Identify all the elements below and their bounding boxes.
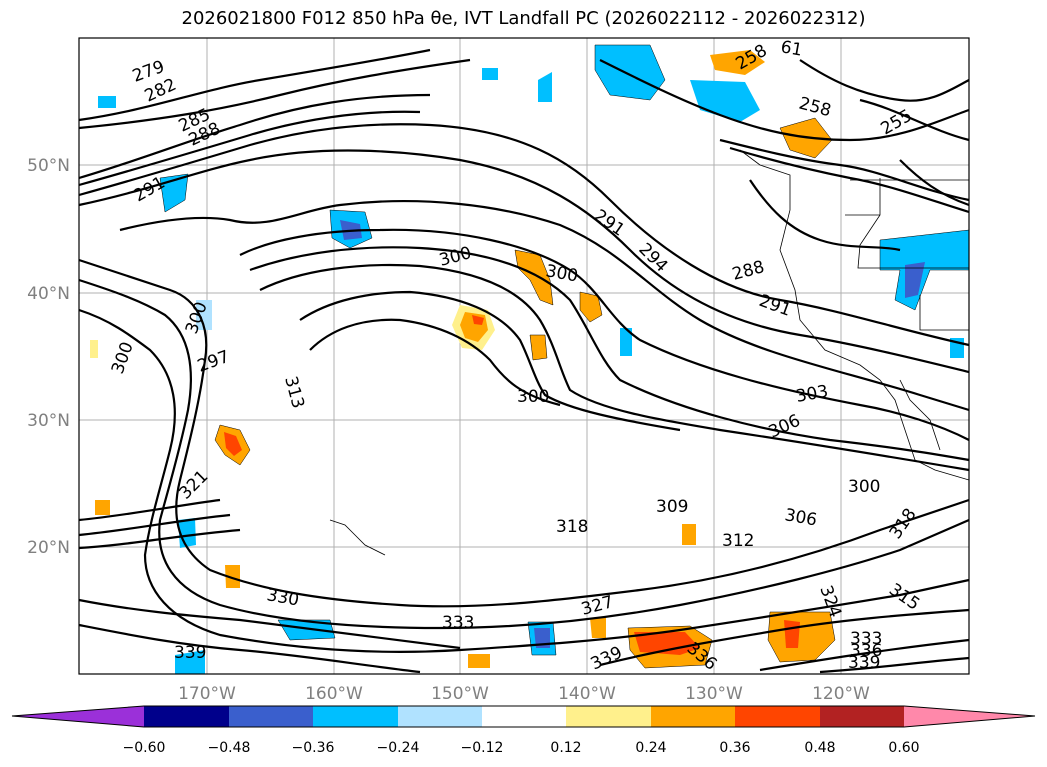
positive-anomaly-patch — [95, 500, 110, 515]
positive-anomaly-patch — [225, 565, 240, 588]
negative-anomaly-patch — [538, 72, 552, 102]
negative-anomaly-patch — [277, 619, 336, 641]
lon-label: 140°W — [558, 684, 616, 704]
colorbar-segment — [820, 706, 904, 727]
contour-label: 318 — [556, 517, 588, 537]
lat-label: 40°N — [27, 284, 70, 304]
positive-anomaly-core — [784, 620, 800, 648]
positive-anomaly-patch — [590, 618, 606, 638]
positive-anomaly-patch — [710, 50, 765, 75]
colorbar-segment — [566, 706, 651, 727]
contour-label: 339 — [174, 643, 206, 663]
colorbar-segment — [398, 706, 482, 727]
map-frame — [78, 37, 970, 675]
contour-label: 333 — [442, 613, 474, 633]
lon-label: 170°W — [178, 684, 236, 704]
lon-label: 120°W — [812, 684, 870, 704]
colorbar-segment — [482, 706, 566, 727]
negative-anomaly-patch — [196, 300, 212, 330]
negative-anomaly-patch — [175, 650, 205, 674]
negative-anomaly-core — [905, 262, 925, 298]
contour-label: 333 — [850, 629, 882, 649]
colorbar-tick: 0.36 — [719, 740, 750, 756]
colorbar-tick: −0.36 — [292, 740, 335, 756]
latitude-labels: 50°N 40°N 30°N 20°N — [27, 156, 70, 558]
contour-label: 61 — [779, 37, 804, 60]
colorbar-segment — [313, 706, 398, 727]
colorbar-tick: 0.24 — [635, 740, 666, 756]
contour-label: 309 — [656, 497, 688, 517]
contour-label: 336 — [850, 641, 882, 661]
longitude-labels: 170°W 160°W 150°W 140°W 130°W 120°W — [178, 684, 870, 704]
colorbar-extend-low — [12, 706, 144, 727]
contour-label: 300 — [517, 387, 549, 407]
lon-label: 150°W — [431, 684, 489, 704]
colorbar-outline — [11, 705, 1036, 728]
negative-anomaly-patch — [594, 44, 666, 101]
positive-anomaly-patch — [682, 524, 696, 545]
lon-label: 160°W — [305, 684, 363, 704]
positive-anomaly-patch — [529, 334, 548, 361]
colorbar-segment — [144, 706, 229, 727]
colorbar-tick: −0.12 — [461, 740, 504, 756]
negative-anomaly-patch — [98, 96, 116, 108]
negative-anomaly-patch — [620, 328, 632, 356]
lat-label: 30°N — [27, 411, 70, 431]
lat-label: 50°N — [27, 156, 70, 176]
theta-e-contours — [78, 48, 970, 674]
lon-label: 130°W — [685, 684, 743, 704]
colorbar-segment — [651, 706, 735, 727]
negative-anomaly-patch — [690, 80, 760, 122]
colorbar-segment — [229, 706, 313, 727]
positive-anomaly-core — [472, 315, 484, 325]
colorbar-tick: 0.60 — [888, 740, 919, 756]
colorbar-tick: 0.12 — [550, 740, 581, 756]
colorbar-tick: 0.48 — [804, 740, 835, 756]
ivt-shading — [90, 44, 970, 674]
positive-anomaly-core — [224, 432, 242, 456]
positive-anomaly-core — [634, 632, 700, 655]
contour-label: 300 — [848, 477, 880, 497]
positive-anomaly-patch — [90, 340, 98, 358]
positive-anomaly-patch — [514, 249, 554, 306]
positive-anomaly-patch — [468, 654, 490, 668]
map-title: 2026021800 F012 850 hPa θe, IVT Landfall… — [181, 8, 866, 29]
colorbar-tick: −0.48 — [208, 740, 251, 756]
contour-label: 339 — [848, 653, 880, 673]
contour-label: 312 — [722, 531, 754, 551]
colorbar-tick: −0.60 — [123, 740, 166, 756]
negative-anomaly-patch — [159, 173, 189, 213]
colorbar-tick: −0.24 — [377, 740, 420, 756]
positive-anomaly-patch — [579, 291, 603, 323]
negative-anomaly-patch — [482, 68, 498, 80]
colorbar: −0.60 −0.48 −0.36 −0.24 −0.12 0.12 0.24 … — [11, 705, 1036, 756]
colorbar-segment — [735, 706, 820, 727]
colorbar-extend-high — [904, 706, 1035, 727]
lat-label: 20°N — [27, 538, 70, 558]
